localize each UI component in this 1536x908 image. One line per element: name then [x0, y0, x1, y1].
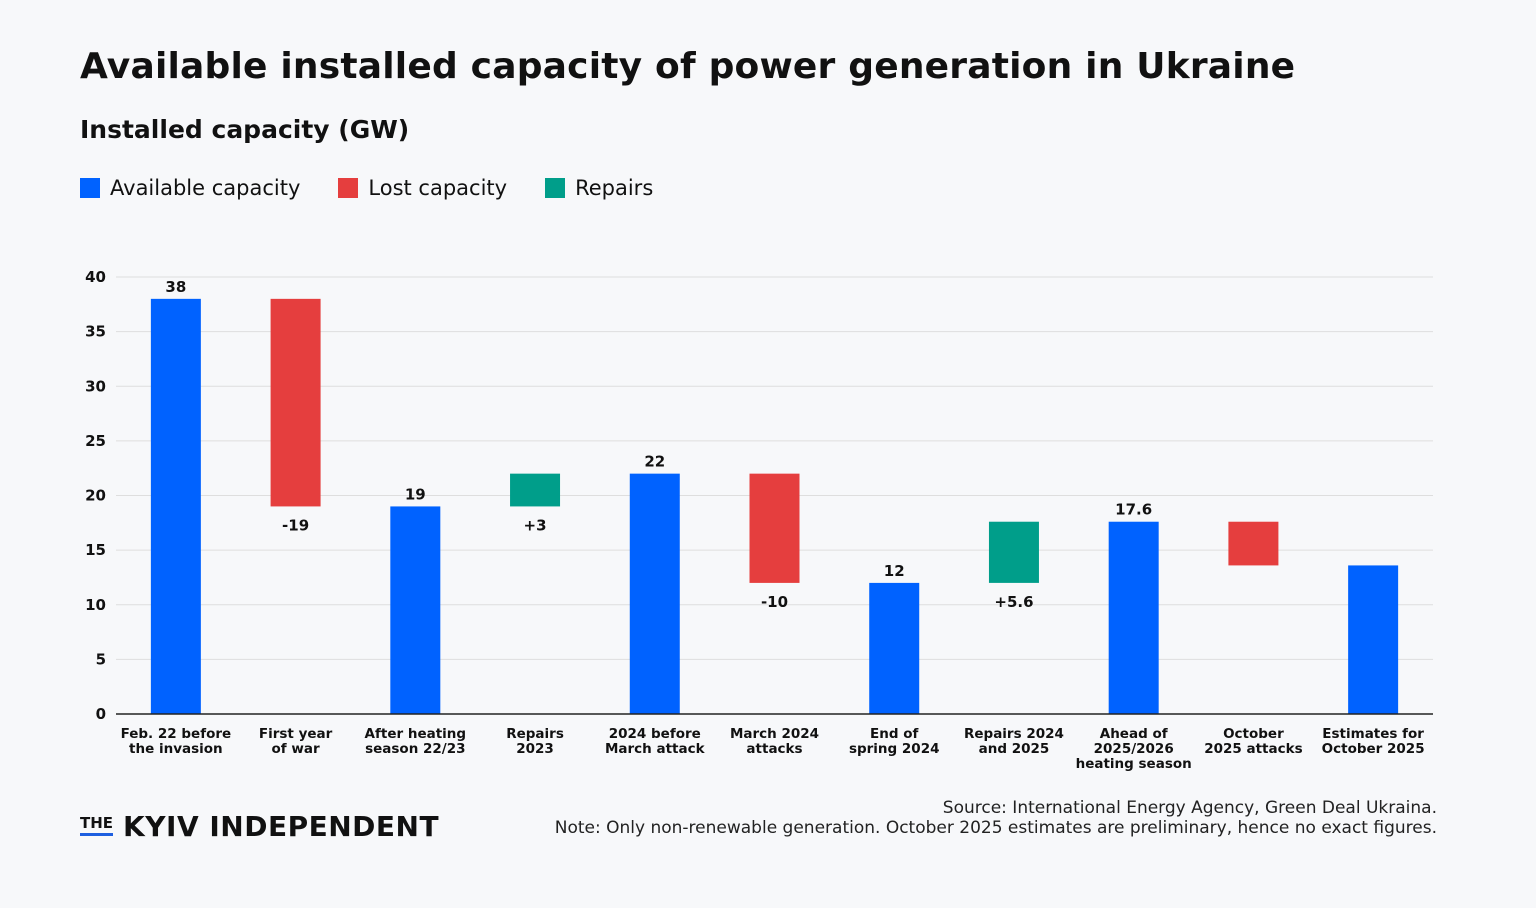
- legend-label-lost: Lost capacity: [368, 176, 508, 200]
- data-label: -10: [761, 593, 788, 611]
- bar-available: [1348, 565, 1399, 714]
- bar-available: [629, 473, 680, 714]
- data-label: 17.6: [1115, 501, 1152, 519]
- y-tick-label: 25: [85, 432, 106, 450]
- y-tick-label: 15: [85, 541, 106, 559]
- bar-lost: [270, 298, 321, 507]
- y-tick-label: 20: [85, 487, 106, 505]
- footer-notes: Source: International Energy Agency, Gre…: [555, 798, 1437, 838]
- methodology-note: Note: Only non-renewable generation. Oct…: [554, 818, 1437, 838]
- x-tick-label: After heating season 22/23: [365, 726, 467, 757]
- logo-the-text: THE: [80, 816, 114, 836]
- x-tick-label: Repairs 2023: [506, 726, 564, 757]
- legend-item-repairs: Repairs: [545, 176, 653, 200]
- chart-subtitle: Installed capacity (GW): [80, 115, 410, 144]
- x-tick-label: Feb. 22 before the invasion: [121, 726, 232, 757]
- x-tick-label: End of spring 2024: [849, 726, 940, 757]
- source-note: Source: International Energy Agency, Gre…: [942, 798, 1437, 818]
- data-label: 19: [405, 485, 426, 503]
- y-tick-label: 0: [96, 705, 106, 723]
- y-tick-label: 30: [85, 377, 106, 395]
- y-tick-label: 5: [96, 650, 106, 668]
- chart-title: Available installed capacity of power ge…: [80, 46, 1296, 87]
- data-label: +3: [524, 516, 547, 534]
- y-tick-label: 40: [85, 268, 106, 286]
- x-tick-label: Ahead of 2025/2026 heating season: [1076, 726, 1192, 772]
- legend-swatch-available: [80, 178, 100, 198]
- bar-repairs: [988, 521, 1039, 583]
- y-tick-label: 35: [85, 323, 106, 341]
- bar-lost: [1228, 521, 1279, 566]
- data-label: +5.6: [994, 593, 1033, 611]
- bar-repairs: [510, 473, 561, 507]
- x-tick-label: Estimates for October 2025: [1322, 726, 1425, 757]
- bar-lost: [749, 473, 800, 583]
- data-label: 38: [165, 278, 186, 296]
- logo-main-text: KYIV INDEPENDENT: [123, 810, 440, 843]
- publisher-logo: THE KYIV INDEPENDENT: [80, 812, 439, 842]
- data-label: 22: [644, 453, 665, 471]
- legend-swatch-repairs: [545, 178, 566, 198]
- legend-swatch-lost: [338, 178, 359, 198]
- x-tick-label: First year of war: [259, 726, 333, 757]
- x-tick-label: Repairs 2024 and 2025: [964, 726, 1064, 757]
- legend-label-available: Available capacity: [110, 176, 301, 200]
- legend: Available capacity Lost capacity Repairs: [80, 176, 653, 200]
- bar-available: [1108, 521, 1159, 714]
- data-label: -19: [282, 516, 309, 534]
- legend-item-lost: Lost capacity: [338, 176, 507, 200]
- x-tick-label: 2024 before March attack: [605, 726, 706, 757]
- legend-label-repairs: Repairs: [575, 176, 654, 200]
- legend-item-available: Available capacity: [80, 176, 300, 200]
- bar-available: [150, 298, 201, 714]
- bar-available: [390, 506, 441, 714]
- x-tick-label: October 2025 attacks: [1204, 726, 1302, 757]
- data-label: 12: [884, 562, 905, 580]
- y-tick-label: 10: [85, 596, 106, 614]
- x-tick-label: March 2024 attacks: [730, 726, 819, 757]
- bar-available: [869, 582, 920, 714]
